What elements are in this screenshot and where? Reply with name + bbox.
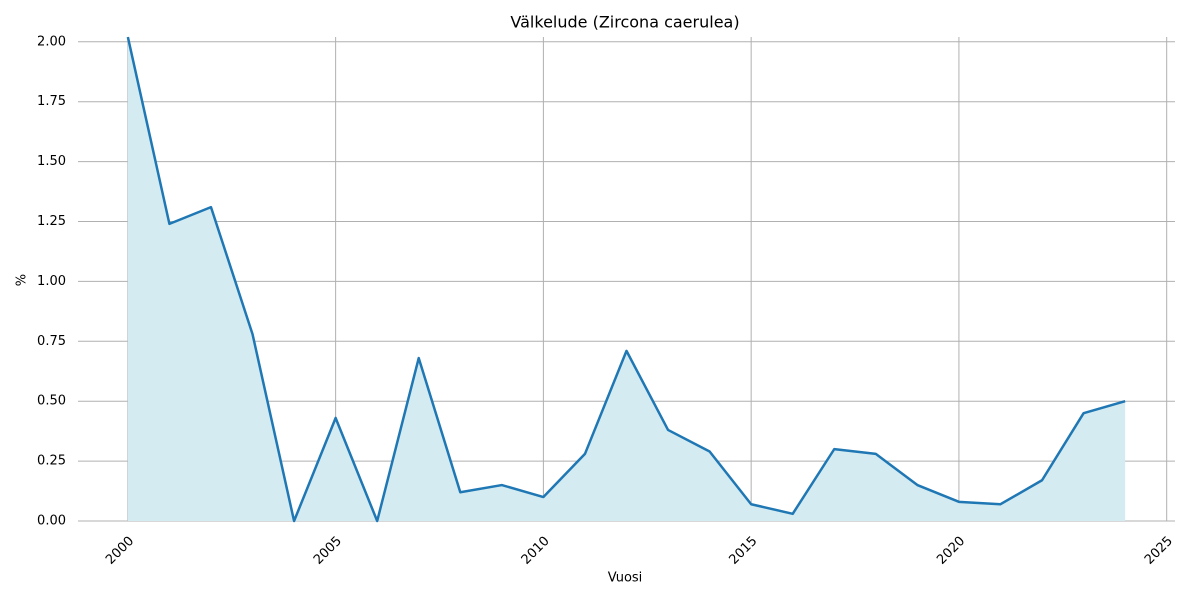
y-tick-label: 0.25 bbox=[37, 454, 66, 469]
x-tick-label: 2005 bbox=[311, 534, 345, 568]
y-tick-label: 1.25 bbox=[37, 214, 66, 229]
y-tick-label: 1.50 bbox=[37, 154, 66, 169]
x-tick-label: 2020 bbox=[934, 534, 968, 568]
chart-title: Välkelude (Zircona caerulea) bbox=[510, 13, 739, 32]
y-tick-label: 0.50 bbox=[37, 394, 66, 409]
x-tick-label: 2010 bbox=[519, 534, 553, 568]
y-tick-label: 0.75 bbox=[37, 334, 66, 349]
x-axis-label: Vuosi bbox=[608, 571, 643, 586]
line bbox=[126, 36, 1126, 523]
x-tick-label: 2015 bbox=[726, 534, 760, 568]
y-tick-label: 1.75 bbox=[37, 94, 66, 109]
y-tick-label: 2.00 bbox=[37, 34, 66, 49]
x-tick-label: 2025 bbox=[1142, 534, 1176, 568]
y-tick-label: 1.00 bbox=[37, 274, 66, 289]
y-axis-label: % bbox=[15, 274, 30, 286]
y-tick-label: 0.00 bbox=[37, 514, 66, 529]
x-tick-label: 2000 bbox=[103, 534, 137, 568]
area-fill bbox=[127, 37, 1126, 521]
